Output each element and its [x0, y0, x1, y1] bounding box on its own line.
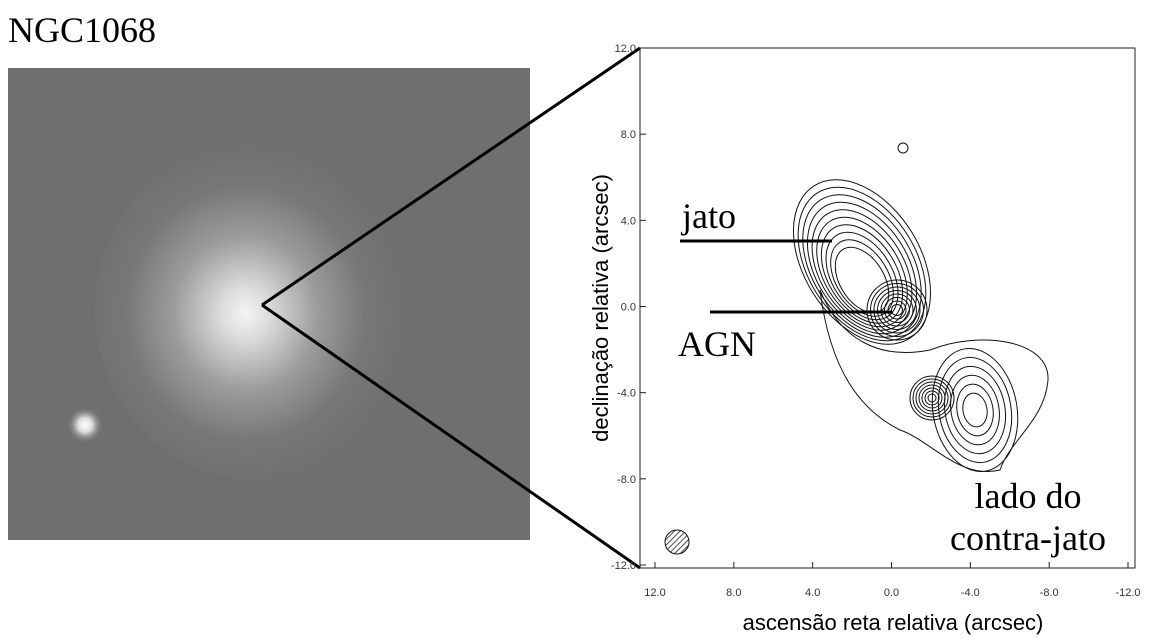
x-tick-label: 8.0	[726, 587, 741, 599]
star	[67, 407, 103, 443]
galaxy	[95, 140, 415, 480]
x-axis-label: ascensão reta relativa (arcsec)	[743, 610, 1044, 635]
x-tick-label: 12.0	[644, 587, 665, 599]
x-tick-label: -12.0	[1115, 587, 1140, 599]
beam	[665, 530, 689, 554]
y-tick-label: 0.0	[621, 302, 636, 314]
y-tick-label: 4.0	[621, 215, 636, 227]
x-tick-label: 0.0	[884, 587, 899, 599]
annotation: jato	[680, 196, 736, 236]
y-axis-label: declinação relativa (arcsec)	[588, 174, 613, 442]
y-tick-label: -8.0	[617, 474, 636, 486]
annotation: lado do	[975, 476, 1082, 516]
annotation: contra-jato	[950, 518, 1106, 558]
y-tick-label: -12.0	[611, 560, 636, 572]
y-tick-label: 12.0	[615, 43, 636, 55]
x-tick-label: 4.0	[805, 587, 820, 599]
x-tick-label: -4.0	[961, 587, 980, 599]
figure: NGC1068 jato AGN lado do contra-jato asc…	[0, 0, 1153, 639]
annotation: AGN	[678, 324, 756, 364]
y-tick-label: -4.0	[617, 388, 636, 400]
title: NGC1068	[8, 10, 156, 50]
y-tick-label: 8.0	[621, 129, 636, 141]
x-tick-label: -8.0	[1040, 587, 1059, 599]
